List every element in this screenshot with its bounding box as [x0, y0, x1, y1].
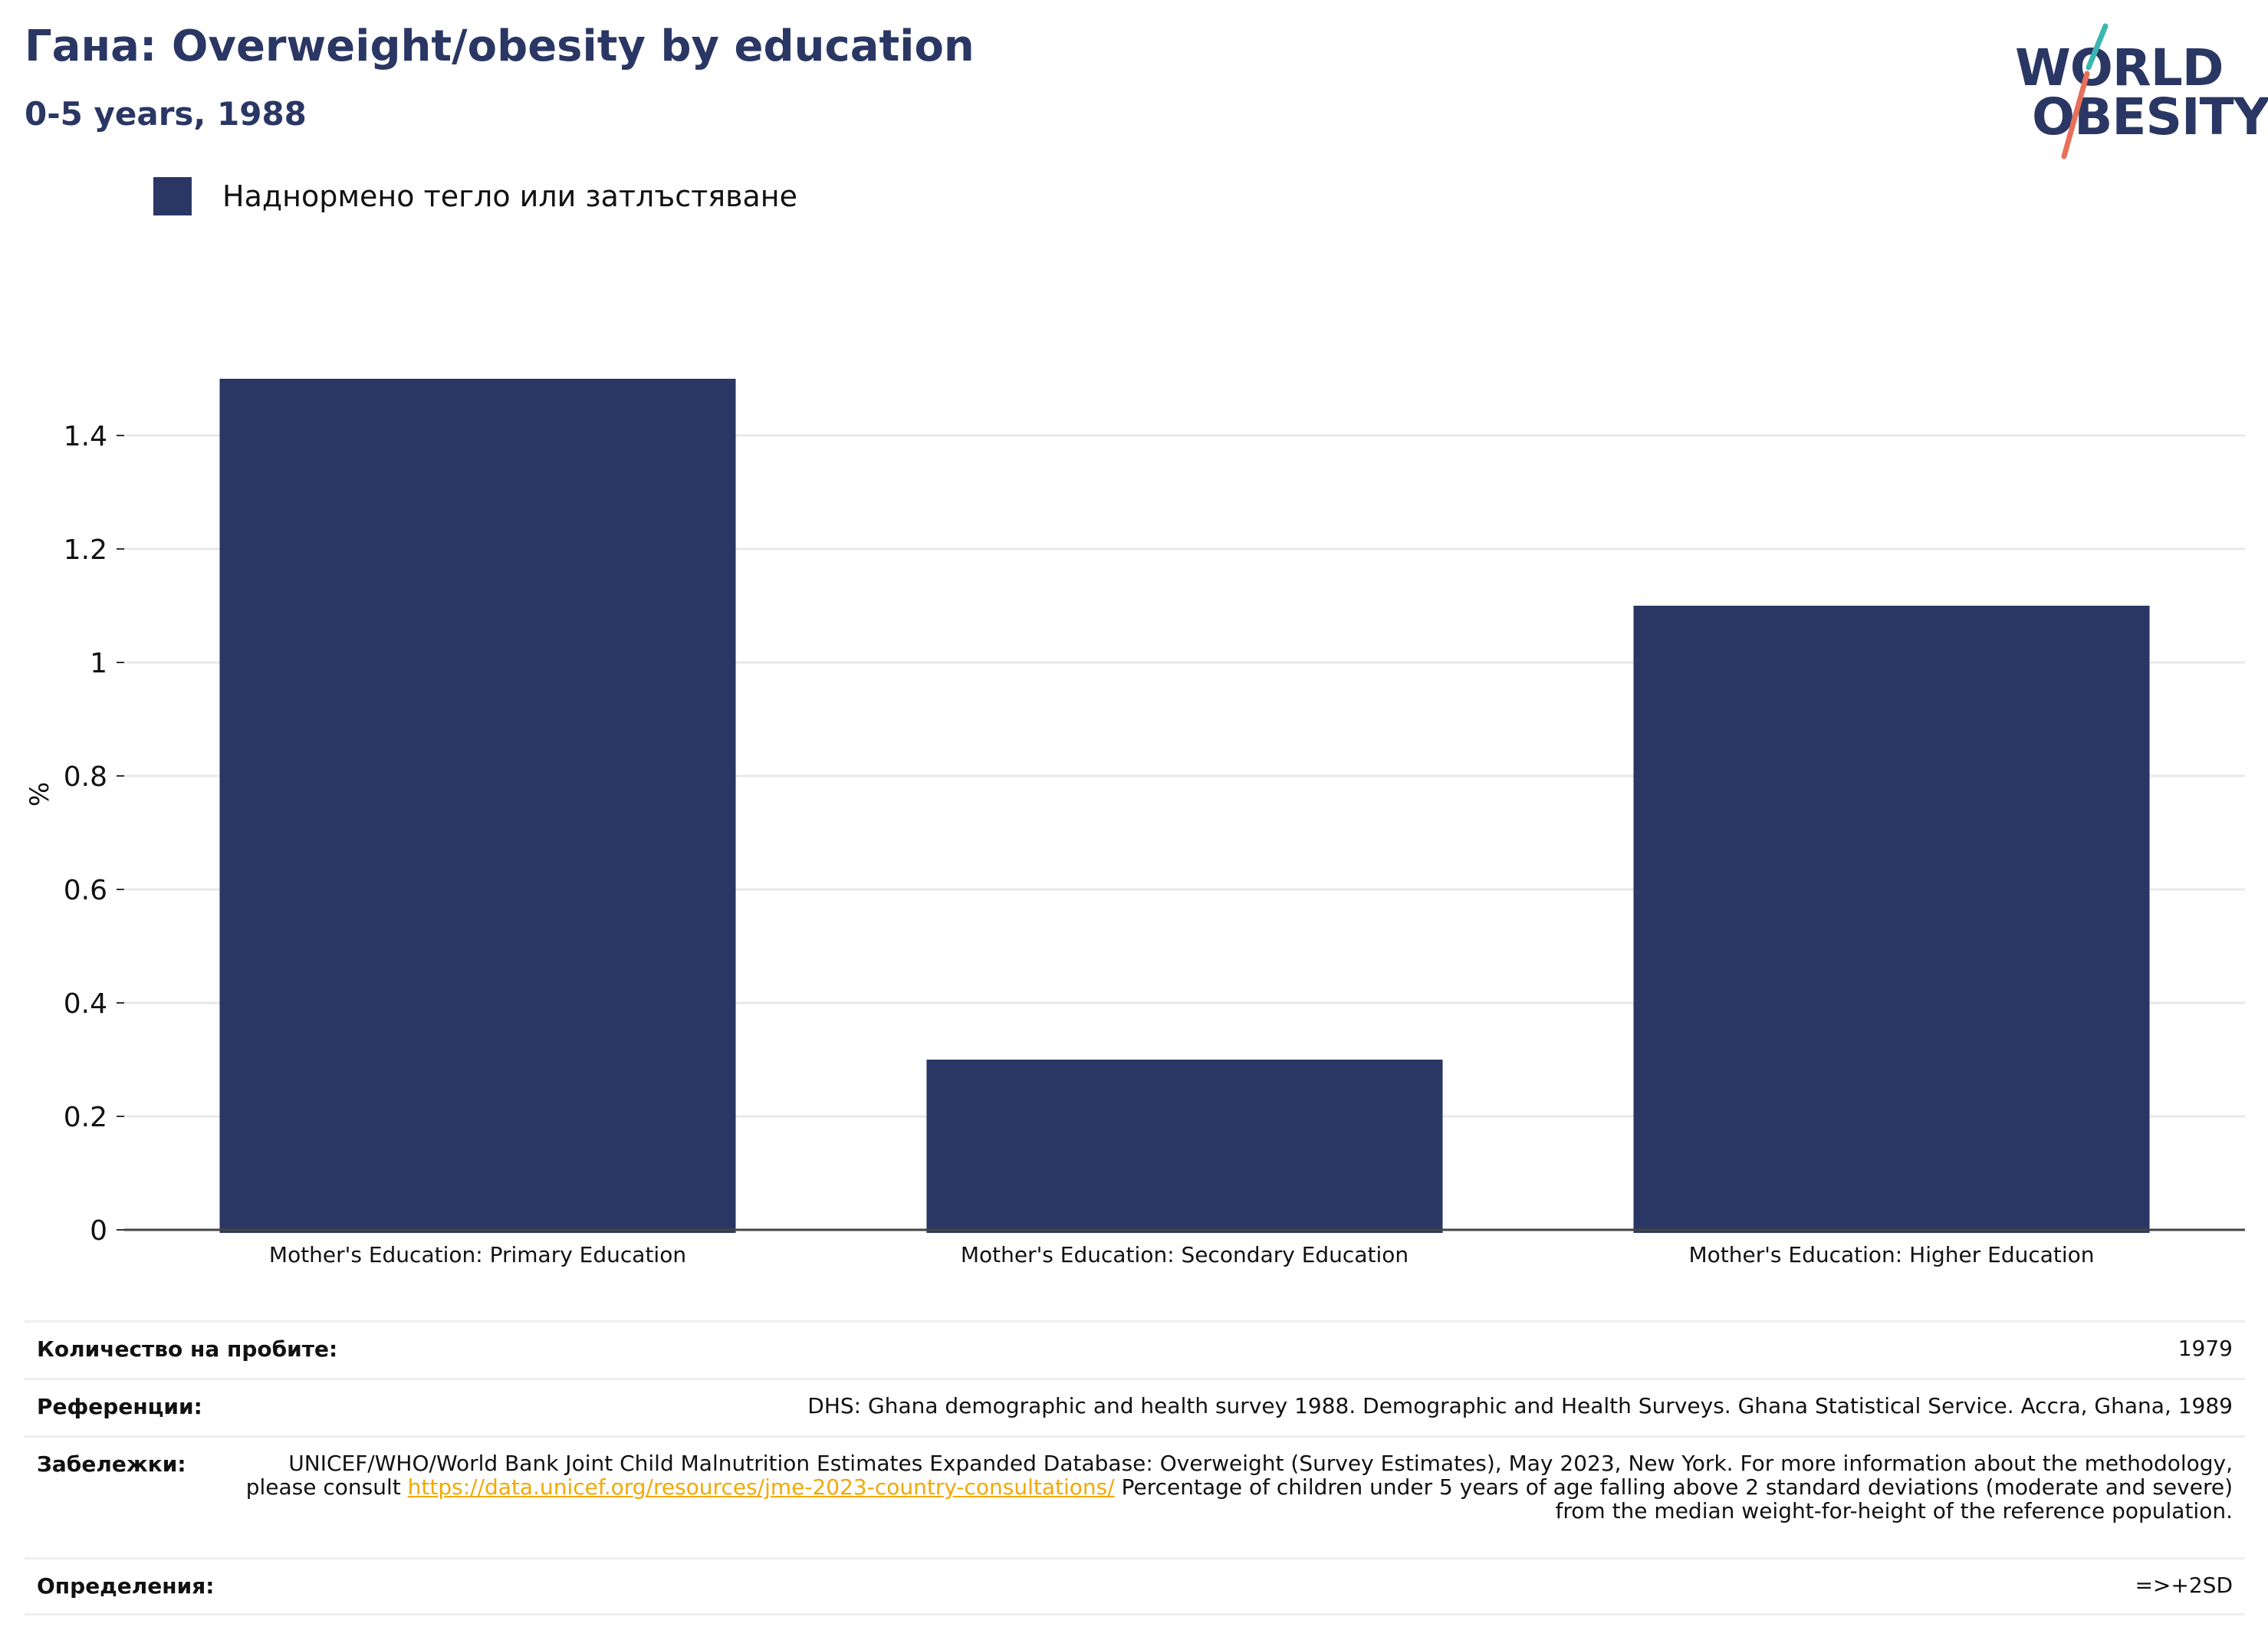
info-row-references: Референции: DHS: Ghana demographic and h…	[25, 1378, 2245, 1435]
y-axis-title: %	[25, 781, 55, 807]
notes-text-before: UNICEF/WHO/World Bank Joint Child Malnut…	[245, 1451, 2233, 1500]
y-tick-label: 1.2	[64, 534, 107, 566]
x-tick-label: Mother's Education: Primary Education	[269, 1242, 686, 1267]
notes-value: UNICEF/WHO/World Bank Joint Child Malnut…	[217, 1451, 2233, 1523]
bar[interactable]	[926, 1060, 1443, 1233]
info-row-sample-size: Количество на пробите: 1979	[25, 1320, 2245, 1378]
x-tick-label: Mother's Education: Higher Education	[1688, 1242, 2094, 1267]
legend-label: Наднормено тегло или затлъстяване	[222, 179, 797, 213]
axes: 0 0.2 0.4 0.6 0.8 1 1.2 1.4 Mother's Education: …	[64, 421, 2245, 1267]
legend-swatch	[153, 177, 192, 215]
y-tick-label: 1.4	[64, 421, 107, 452]
notes-link[interactable]: https://data.unicef.org/resources/jme-20…	[407, 1474, 1115, 1500]
sample-size-label: Количество на пробите:	[37, 1336, 338, 1362]
notes-text-after: Percentage of children under 5 years of …	[1114, 1474, 2233, 1523]
definitions-value: =>+2SD	[2135, 1573, 2233, 1598]
y-tick-label: 0.4	[64, 988, 107, 1020]
sample-size-value: 1979	[2178, 1336, 2233, 1361]
y-axis-title-wrap: %	[25, 767, 64, 813]
y-tick-label: 0.6	[64, 875, 107, 906]
references-label: Референции:	[37, 1394, 202, 1419]
info-row-definitions: Определения: =>+2SD	[25, 1557, 2245, 1615]
y-tick-label: 0.8	[64, 761, 107, 793]
logo-text-line1: WORLD	[2015, 38, 2224, 97]
notes-label: Забележки:	[37, 1451, 186, 1477]
chart-legend[interactable]: Наднормено тегло или затлъстяване	[153, 176, 797, 216]
bar[interactable]	[1633, 606, 2150, 1233]
chart-title: Гана: Overweight/obesity by education	[25, 21, 975, 71]
world-obesity-logo[interactable]: WORLD OBESITY	[1994, 21, 2268, 159]
y-tick-label: 1	[90, 648, 107, 679]
x-tick-label: Mother's Education: Secondary Education	[961, 1242, 1408, 1267]
definitions-label: Определения:	[37, 1573, 215, 1599]
info-row-notes: Забележки: UNICEF/WHO/World Bank Joint C…	[25, 1435, 2245, 1557]
bar-chart: 0 0.2 0.4 0.6 0.8 1 1.2 1.4 Mother's Education: …	[64, 379, 2245, 1267]
y-tick-label: 0	[90, 1215, 107, 1247]
logo-slash-icon	[2061, 23, 2109, 159]
references-value: DHS: Ghana demographic and health survey…	[807, 1393, 2233, 1418]
chart-subtitle: 0-5 years, 1988	[25, 95, 307, 133]
y-tick-label: 0.2	[64, 1102, 107, 1133]
info-table: Количество на пробите: 1979 Референции: …	[25, 1320, 2245, 1615]
bars	[219, 379, 2150, 1233]
bar[interactable]	[219, 379, 736, 1233]
